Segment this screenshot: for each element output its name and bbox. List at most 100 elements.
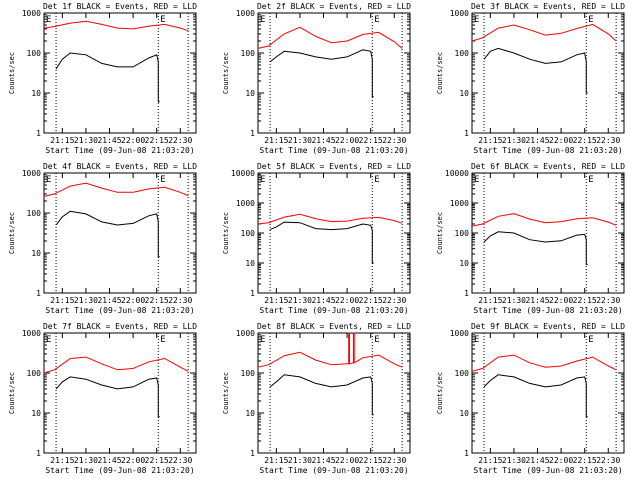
marker-label-e: E [474,15,479,25]
series-black-line [483,231,588,265]
series-black-line [55,376,160,418]
x-axis-label: Start Time (09-Jun-08 21:03:20) [259,306,408,315]
plot-frame [471,12,625,134]
y-tick-label: 100 [455,229,470,238]
y-tick-label: 100 [455,369,470,378]
series-black-line [483,374,588,418]
y-tick-label: 1 [36,449,41,458]
x-axis-label: Start Time (09-Jun-08 21:03:20) [45,146,194,155]
panel-title: Det 5f BLACK = Events, RED = LLD [257,162,411,171]
series-black-line [269,221,374,264]
plot-frame [471,332,625,454]
panel-det-1: Det 1f BLACK = Events, RED = LLD 1 10 100 10… [8,2,197,155]
x-axis-label: Start Time (09-Jun-08 21:03:20) [45,306,194,315]
marker-label-e: E [260,175,265,185]
x-tick-label: 21:30 [288,136,312,145]
y-axis-label: Counts/sec [436,52,444,94]
panel-title: Det 3f BLACK = Events, RED = LLD [471,2,625,11]
marker-label-e: E [46,15,51,25]
panel-det-7: Det 7f BLACK = Events, RED = LLD 1 10 100 10… [8,322,197,475]
x-tick-label: 21:45 [525,136,549,145]
series-red-line [257,26,403,49]
series-red-line [257,213,403,225]
series-black-line [269,49,374,98]
y-tick-label: 1000 [22,9,41,18]
x-tick-label: 22:00 [121,136,145,145]
y-tick-label: 100 [241,229,256,238]
x-tick-label: 21:30 [74,456,98,465]
plot-frame [257,12,411,134]
marker-label-e: E [474,335,479,345]
y-tick-label: 100 [241,49,256,58]
x-tick-label: 22:15 [359,456,383,465]
panel-title: Det 1f BLACK = Events, RED = LLD [43,2,197,11]
x-tick-label: 21:45 [311,296,335,305]
y-axis-label: Counts/sec [8,372,16,414]
x-tick-label: 22:00 [549,136,573,145]
y-tick-label: 1000 [22,169,41,178]
x-tick-label: 22:30 [168,296,192,305]
x-axis-label: Start Time (09-Jun-08 21:03:20) [473,306,622,315]
x-tick-label: 22:00 [549,456,573,465]
y-axis-label: Counts/sec [222,52,230,94]
x-tick-label: 21:15 [478,296,502,305]
marker-label-e: E [160,15,165,25]
y-tick-label: 100 [27,209,42,218]
panel-det-4: Det 4f BLACK = Events, RED = LLD 1 10 100 10… [8,162,197,315]
x-tick-label: 22:00 [549,296,573,305]
x-tick-label: 21:15 [50,296,74,305]
y-tick-label: 100 [241,369,256,378]
y-tick-label: 10 [459,89,469,98]
x-tick-label: 22:15 [573,456,597,465]
panel-det-8: Det 8f BLACK = Events, RED = LLD 1 10 100 10… [222,322,411,475]
y-tick-label: 100 [27,369,42,378]
y-tick-label: 10 [31,249,41,258]
x-axis-label: Start Time (09-Jun-08 21:03:20) [259,466,408,475]
x-tick-label: 22:30 [168,456,192,465]
plot-frame [43,332,197,454]
y-tick-label: 10000 [445,169,469,178]
y-tick-label: 100 [455,49,470,58]
x-tick-label: 21:15 [50,456,74,465]
marker-label-e: E [260,335,265,345]
x-tick-label: 22:30 [596,296,620,305]
marker-label-e: E [474,175,479,185]
y-axis-label: Counts/sec [222,372,230,414]
plot-frame [43,12,197,134]
series-black-line [269,374,374,416]
y-tick-label: 100 [27,49,42,58]
panel-title: Det 7f BLACK = Events, RED = LLD [43,322,197,331]
marker-label-e: E [46,335,51,345]
plot-frame [43,172,197,294]
x-tick-label: 22:00 [335,456,359,465]
x-tick-label: 21:30 [288,296,312,305]
panel-title: Det 6f BLACK = Events, RED = LLD [471,162,625,171]
marker-label-e: E [374,175,379,185]
series-red-line [471,23,617,42]
x-tick-label: 22:00 [121,296,145,305]
y-tick-label: 10 [245,409,255,418]
series-black-line [483,47,588,94]
marker-label-e: E [588,175,593,185]
x-tick-label: 21:15 [478,136,502,145]
y-tick-label: 1 [464,449,469,458]
series-red-line [43,20,189,32]
x-tick-label: 22:00 [335,296,359,305]
marker-label-e: E [46,175,51,185]
marker-label-e: E [160,335,165,345]
x-axis-label: Start Time (09-Jun-08 21:03:20) [473,466,622,475]
x-tick-label: 22:30 [596,136,620,145]
series-red-line [257,332,403,368]
marker-label-e: E [374,335,379,345]
panel-title: Det 4f BLACK = Events, RED = LLD [43,162,197,171]
x-tick-label: 22:00 [121,456,145,465]
y-tick-label: 1 [36,289,41,298]
series-red-line [43,182,189,197]
y-tick-label: 1000 [236,9,255,18]
x-tick-label: 21:45 [311,456,335,465]
y-tick-label: 10 [31,89,41,98]
series-black-line [55,52,160,103]
plot-frame [257,172,411,294]
y-tick-label: 1 [36,129,41,138]
